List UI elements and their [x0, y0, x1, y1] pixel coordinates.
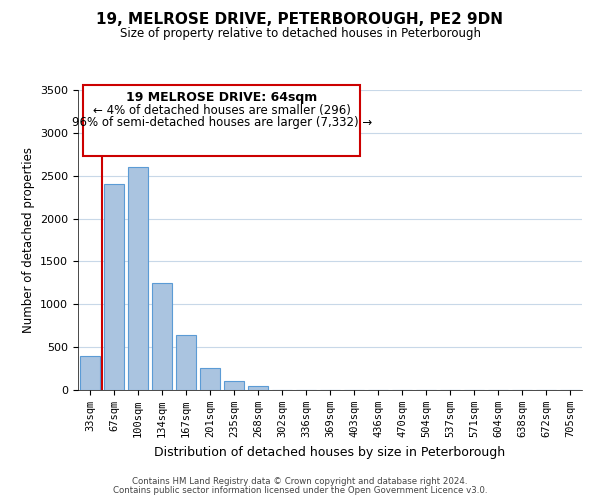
Text: ← 4% of detached houses are smaller (296): ← 4% of detached houses are smaller (296…	[93, 104, 350, 117]
Bar	[80, 356, 100, 390]
Text: 19 MELROSE DRIVE: 64sqm: 19 MELROSE DRIVE: 64sqm	[126, 91, 317, 104]
Y-axis label: Number of detached properties: Number of detached properties	[22, 147, 35, 333]
Text: Contains HM Land Registry data © Crown copyright and database right 2024.: Contains HM Land Registry data © Crown c…	[132, 477, 468, 486]
Bar	[200, 368, 220, 390]
Bar	[248, 386, 268, 390]
Bar	[224, 382, 244, 390]
Bar	[152, 283, 172, 390]
Text: Contains public sector information licensed under the Open Government Licence v3: Contains public sector information licen…	[113, 486, 487, 495]
Bar	[128, 167, 148, 390]
Text: Size of property relative to detached houses in Peterborough: Size of property relative to detached ho…	[119, 28, 481, 40]
Text: 96% of semi-detached houses are larger (7,332) →: 96% of semi-detached houses are larger (…	[71, 116, 372, 129]
Bar	[104, 184, 124, 390]
Bar	[176, 335, 196, 390]
Text: 19, MELROSE DRIVE, PETERBOROUGH, PE2 9DN: 19, MELROSE DRIVE, PETERBOROUGH, PE2 9DN	[97, 12, 503, 28]
X-axis label: Distribution of detached houses by size in Peterborough: Distribution of detached houses by size …	[154, 446, 506, 458]
